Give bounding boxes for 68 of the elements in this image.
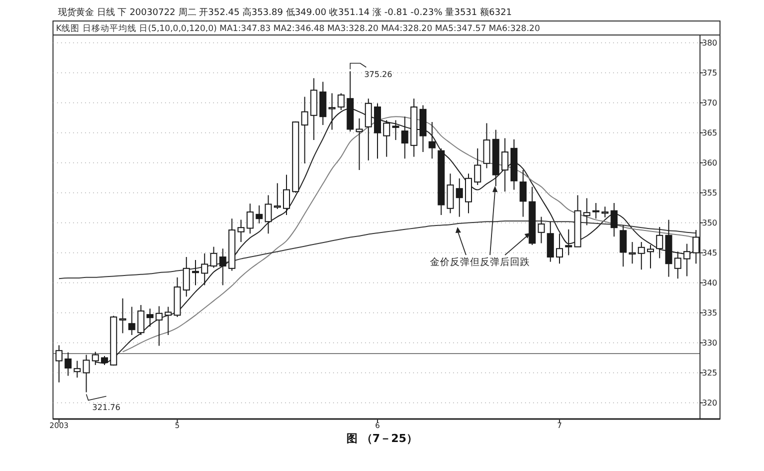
- y-tick-label: 350: [702, 218, 718, 228]
- candlestick: [283, 174, 290, 216]
- candlestick: [592, 202, 600, 220]
- chart-title: 现货黄金 日线 下 20030722 周二 开352.45 高353.89 低349.00 收351.14 涨 -0.81 -0.23% 量3531 额6321: [58, 7, 512, 18]
- y-tick-label: 345: [702, 248, 718, 258]
- candlestick: [64, 352, 72, 376]
- candlestick: [201, 252, 208, 286]
- y-tick-label: 325: [702, 368, 718, 378]
- candlestick: [683, 243, 690, 277]
- candlestick: [238, 219, 244, 242]
- text: 图 （7－25）: [346, 432, 418, 445]
- annotation: 金价反弹但反弹后回跌: [430, 256, 530, 268]
- candlestick: [182, 256, 190, 298]
- y-tick-label: 355: [702, 188, 718, 198]
- y-tick-label: 320: [702, 398, 718, 408]
- candlestick: [137, 304, 144, 336]
- y-tick-label: 365: [702, 128, 718, 138]
- candlestick: [610, 202, 618, 238]
- candlestick: [156, 306, 163, 346]
- candlestick: [164, 306, 172, 336]
- candlestick: [210, 246, 218, 268]
- candlestick: [538, 216, 545, 244]
- chart-subtitle: K线图 日移动平均线 日(5,10,0,0,120,0) MA1:347.83 MA2:346.48 MA3:328.20 MA4:328.20 MA5:347.57 MA6:328.20: [56, 23, 540, 34]
- candlestick: [74, 360, 81, 378]
- candlestick: [638, 242, 645, 270]
- candlestick: [583, 198, 590, 226]
- y-tick-label: 375: [702, 68, 718, 78]
- candlestick: [674, 251, 682, 280]
- candlestick: [219, 248, 226, 286]
- candlestick: [301, 96, 308, 164]
- candlestick: [274, 182, 281, 210]
- candlestick: [501, 138, 508, 192]
- candlestick: [119, 298, 126, 334]
- y-tick-label: 360: [702, 158, 718, 168]
- candlestick: [56, 344, 62, 383]
- candlestick: [556, 233, 563, 264]
- candlestick: [356, 118, 363, 170]
- candlestick: [146, 308, 154, 328]
- candlestick: [256, 204, 263, 224]
- candlestick: [465, 173, 472, 214]
- y-tick-label: 340: [702, 278, 718, 288]
- candlestick: [383, 120, 390, 158]
- candlestick: [82, 354, 90, 393]
- candlestick: [428, 122, 436, 160]
- candlestick: [446, 173, 454, 214]
- candlestick: [401, 116, 408, 160]
- candlestick: [474, 148, 482, 186]
- annotation: 375.26: [364, 70, 392, 80]
- candlestick: [246, 203, 254, 234]
- candlestick: [128, 306, 136, 336]
- candlestick: [628, 242, 636, 264]
- y-tick-label: 370: [702, 98, 718, 108]
- candlestick: [620, 224, 627, 268]
- y-tick-label: 330: [702, 338, 718, 348]
- candlestick: [392, 120, 400, 140]
- candlestick: [565, 228, 572, 256]
- candlestick: [656, 226, 664, 259]
- candlestick: [483, 122, 490, 169]
- candlestick: [647, 244, 654, 269]
- candlestick: [192, 260, 199, 286]
- candlestick: [602, 206, 608, 218]
- annotation: 321.76: [92, 403, 120, 412]
- y-tick-label: 380: [702, 38, 718, 48]
- candlestick: [520, 170, 527, 218]
- y-tick-label: 335: [702, 308, 718, 318]
- candlestick: [264, 194, 272, 234]
- candlestick: [456, 178, 463, 218]
- candlestick: [546, 221, 554, 262]
